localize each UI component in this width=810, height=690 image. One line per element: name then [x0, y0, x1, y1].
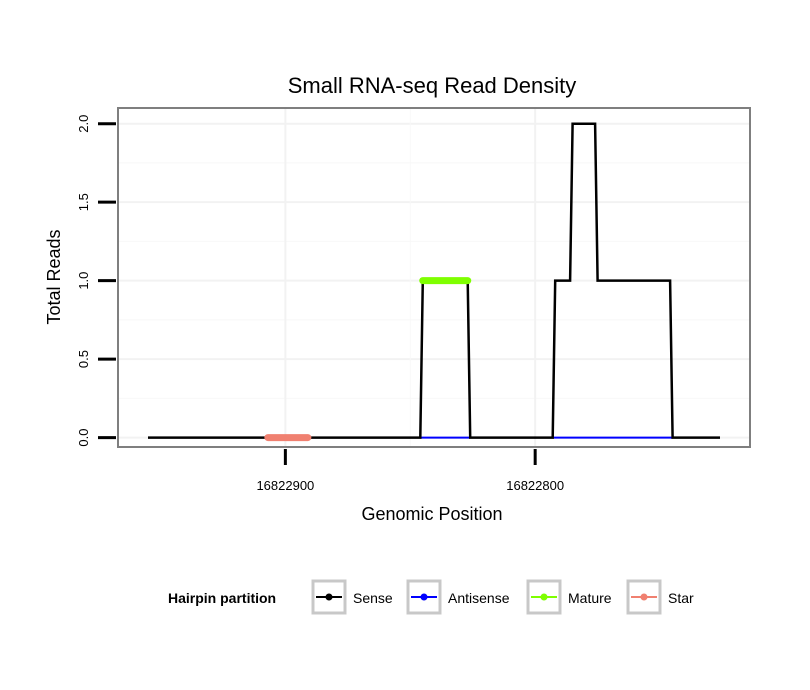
- legend-swatch-dot-mature: [540, 593, 548, 601]
- y-axis-title: Total Reads: [44, 229, 64, 324]
- legend-label-antisense: Antisense: [448, 590, 510, 606]
- y-tick-label: 0.5: [76, 350, 91, 368]
- y-tick-label: 0.0: [76, 429, 91, 447]
- legend-swatch-dot-sense: [325, 593, 333, 601]
- y-tick-label: 1.5: [76, 193, 91, 211]
- y-tick-label: 1.0: [76, 272, 91, 290]
- legend-label-sense: Sense: [353, 590, 393, 606]
- legend: Hairpin partition Sense Antisense Mature St…: [168, 579, 694, 615]
- y-axis: 0.0 0.5 1.0 1.5 2.0: [76, 115, 116, 447]
- x-axis: 16822900 16822800: [256, 449, 564, 493]
- grid-lines: [118, 108, 750, 447]
- plot-border: [117, 107, 751, 448]
- y-tick-label: 2.0: [76, 115, 91, 133]
- chart-title: Small RNA-seq Read Density: [288, 73, 577, 98]
- legend-swatch-dot-antisense: [420, 593, 428, 601]
- series-layer: [148, 122, 720, 442]
- x-tick-label: 16822800: [506, 478, 564, 493]
- legend-label-star: Star: [668, 590, 694, 606]
- legend-title: Hairpin partition: [168, 590, 276, 606]
- plot-area: [117, 107, 751, 448]
- x-tick-label: 16822900: [256, 478, 314, 493]
- legend-swatch-dot-star: [640, 593, 648, 601]
- x-axis-title: Genomic Position: [361, 504, 502, 524]
- legend-label-mature: Mature: [568, 590, 612, 606]
